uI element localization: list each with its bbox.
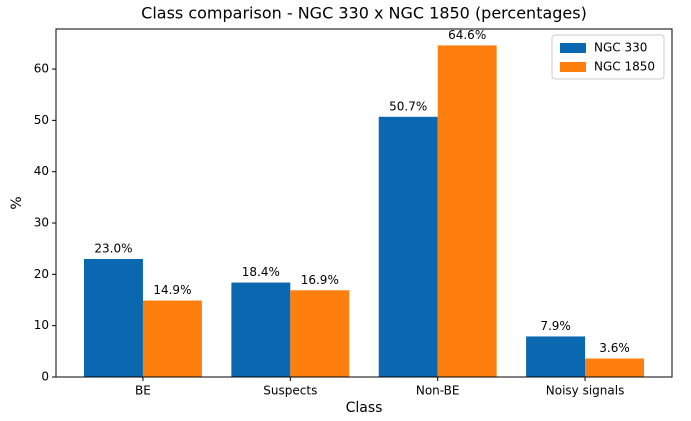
bar xyxy=(585,358,644,377)
value-label: 7.9% xyxy=(540,319,571,333)
value-label: 18.4% xyxy=(242,265,280,279)
bar xyxy=(84,258,143,377)
y-tick-label: 40 xyxy=(34,164,49,178)
bar xyxy=(437,45,497,378)
x-tick-label: BE xyxy=(135,384,151,398)
bar xyxy=(526,336,586,377)
y-tick-label: 30 xyxy=(34,216,49,230)
legend-swatch xyxy=(560,43,586,53)
value-label: 64.6% xyxy=(448,28,486,42)
y-tick-label: 0 xyxy=(41,370,49,384)
value-label: 16.9% xyxy=(301,273,339,287)
value-label: 14.9% xyxy=(153,283,191,297)
y-axis-label: % xyxy=(9,196,25,209)
y-tick-label: 10 xyxy=(34,318,49,332)
y-tick-label: 60 xyxy=(34,62,49,76)
legend-label: NGC 330 xyxy=(594,41,647,55)
y-tick-label: 20 xyxy=(34,267,49,281)
bar xyxy=(142,300,202,377)
plot-frame xyxy=(55,28,673,378)
chart-title: Class comparison - NGC 330 x NGC 1850 (p… xyxy=(141,4,587,23)
legend-label: NGC 1850 xyxy=(594,60,655,74)
bar xyxy=(231,282,291,377)
legend-swatch xyxy=(560,62,586,72)
x-tick-label: Noisy signals xyxy=(546,384,625,398)
x-tick-label: Suspects xyxy=(263,384,317,398)
value-label: 50.7% xyxy=(389,99,427,113)
x-axis-label: Class xyxy=(346,400,383,416)
value-label: 3.6% xyxy=(599,341,630,355)
y-tick-label: 50 xyxy=(34,113,49,127)
bar xyxy=(290,290,350,377)
bar xyxy=(378,116,438,378)
x-tick-label: Non-BE xyxy=(416,384,460,398)
value-label: 23.0% xyxy=(94,241,132,255)
